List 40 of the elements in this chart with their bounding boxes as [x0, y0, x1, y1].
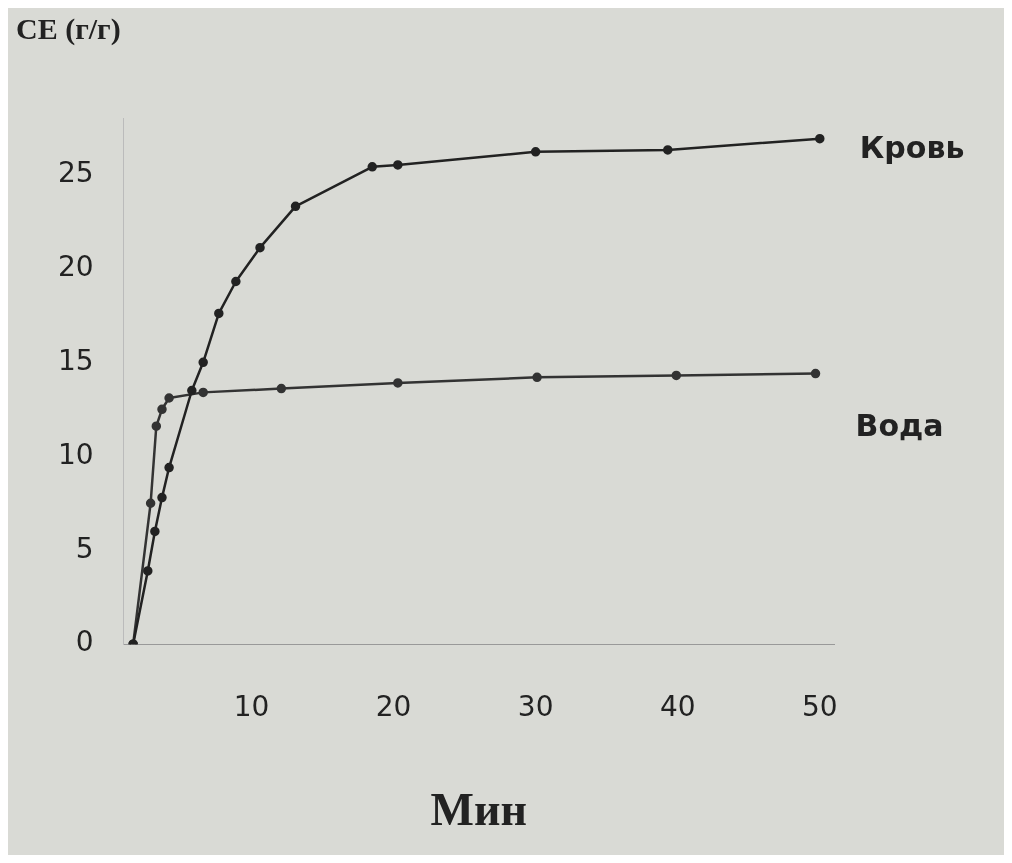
point: [145, 498, 156, 508]
point: [150, 526, 160, 537]
point: [198, 357, 208, 368]
x-axis-title: Мин: [430, 784, 528, 836]
y-axis-title: CE (г/г): [16, 11, 121, 46]
point: [255, 242, 265, 253]
x-tick-label: 40: [659, 690, 696, 724]
point: [393, 160, 403, 170]
point: [187, 385, 197, 396]
point: [663, 145, 673, 155]
point: [157, 404, 167, 415]
point: [367, 162, 378, 172]
point: [214, 308, 224, 319]
point: [164, 393, 174, 403]
y-tick-label: 0: [75, 625, 94, 659]
x-tick-label: 10: [233, 690, 270, 724]
y-tick-label: 25: [57, 155, 94, 189]
x-tick-label: 20: [375, 690, 412, 724]
y-tick-label: 15: [57, 343, 94, 377]
y-tick-label: 20: [57, 249, 94, 283]
point: [198, 387, 208, 398]
point: [532, 372, 542, 383]
point: [815, 133, 825, 144]
series-label: Вода: [855, 408, 944, 444]
point: [530, 147, 541, 157]
point: [157, 492, 167, 503]
y-tick-label: 5: [75, 531, 94, 565]
point: [290, 201, 301, 212]
x-tick-label: 50: [801, 690, 838, 724]
point: [393, 378, 403, 388]
point: [164, 462, 174, 473]
point: [143, 566, 153, 576]
point: [671, 370, 682, 381]
point: [151, 421, 162, 431]
y-tick-label: 10: [57, 437, 94, 471]
point: [810, 368, 821, 379]
point: [231, 276, 241, 287]
x-tick-label: 30: [517, 690, 554, 724]
series-label: Кровь: [859, 130, 965, 166]
point: [276, 383, 287, 394]
